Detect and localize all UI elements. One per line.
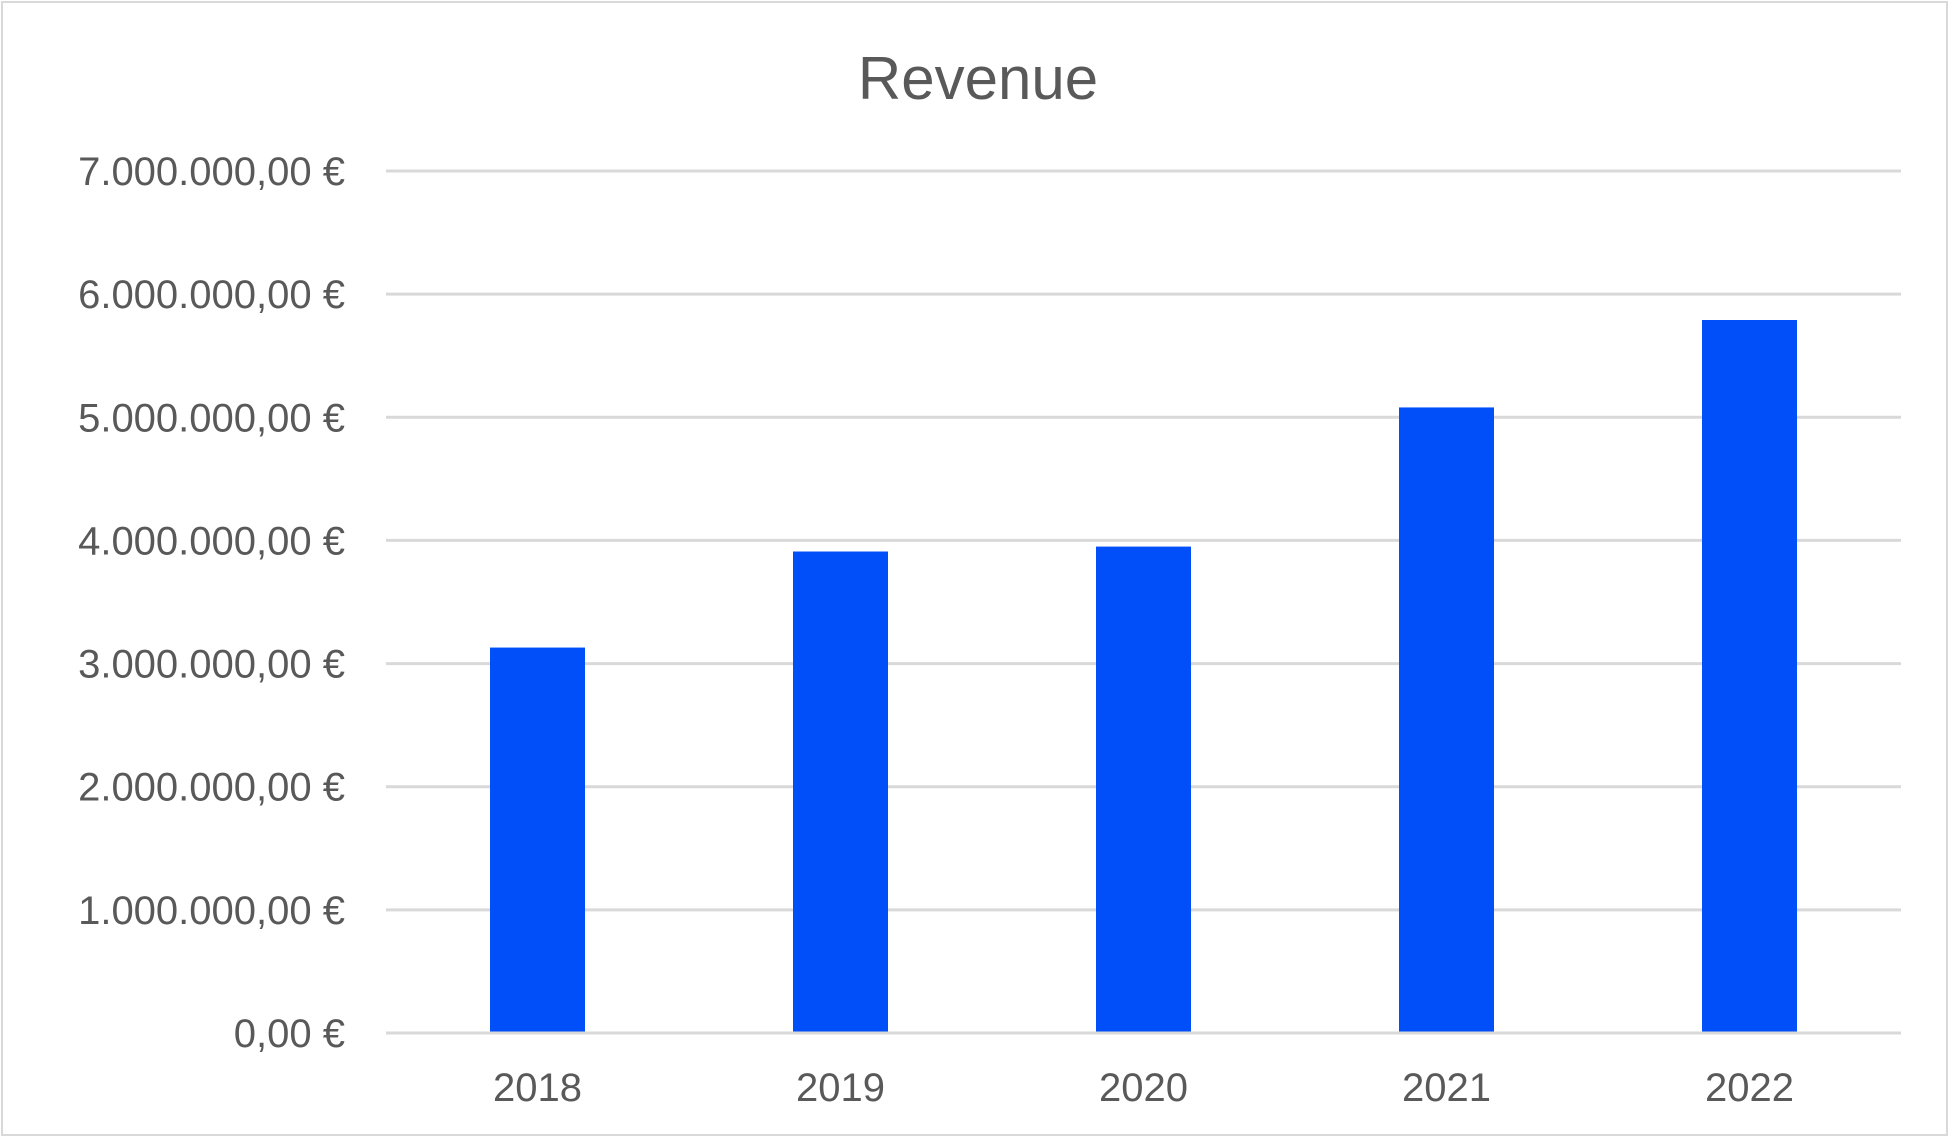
chart-title: Revenue (858, 45, 1098, 112)
bar-2020 (1096, 546, 1191, 1033)
bar-2019 (793, 551, 888, 1033)
x-tick-label-2018: 2018 (493, 1066, 582, 1110)
y-tick-label: 0,00 € (234, 1012, 345, 1056)
bar-2021 (1399, 407, 1494, 1033)
x-axis-tick-labels: 2018 2019 2020 2021 2022 (493, 1066, 1794, 1110)
y-axis-tick-labels: 0,00 € 1.000.000,00 € 2.000.000,00 € 3.000.… (78, 150, 345, 1056)
x-tick-label-2021: 2021 (1402, 1066, 1491, 1110)
y-tick-label: 3.000.000,00 € (78, 643, 345, 687)
bar-2018 (490, 647, 585, 1033)
y-tick-label: 5.000.000,00 € (78, 396, 345, 440)
y-tick-label: 1.000.000,00 € (78, 889, 345, 933)
bar-2022 (1702, 320, 1797, 1033)
revenue-bar-chart: Revenue 0,00 € 1.000.000,00 € 2.000.000,00… (78, 45, 1901, 1110)
bars (490, 320, 1797, 1033)
x-tick-label-2019: 2019 (796, 1066, 885, 1110)
y-tick-label: 7.000.000,00 € (78, 150, 345, 194)
y-tick-label: 4.000.000,00 € (78, 519, 345, 563)
x-tick-label-2022: 2022 (1705, 1066, 1794, 1110)
y-tick-label: 2.000.000,00 € (78, 766, 345, 810)
y-tick-label: 6.000.000,00 € (78, 273, 345, 317)
x-tick-label-2020: 2020 (1099, 1066, 1188, 1110)
